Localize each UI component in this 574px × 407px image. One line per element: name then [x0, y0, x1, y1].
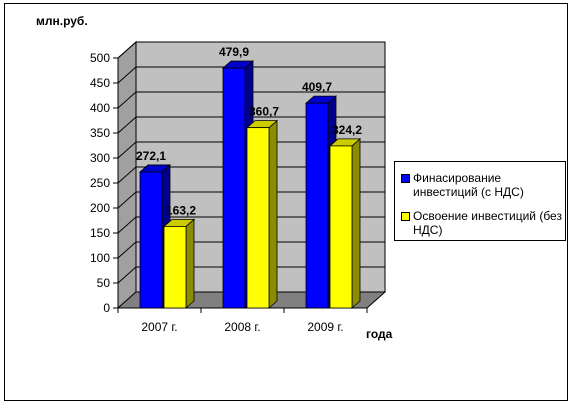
bar-front: [246, 127, 270, 309]
gridline: [117, 41, 385, 59]
y-tick-label: 300: [90, 151, 110, 165]
data-label: 272,1: [136, 149, 166, 163]
y-tick-label: 100: [90, 251, 110, 265]
legend: Финасирование инвестиций (с НДС) Освоени…: [394, 161, 566, 241]
gridline: [117, 91, 385, 109]
legend-label-financing: Финасирование инвестиций (с НДС): [413, 171, 524, 199]
data-label: 163,2: [166, 203, 196, 217]
bar-development: [245, 119, 279, 309]
gridline: [117, 166, 385, 184]
x-axis-title: года: [366, 327, 393, 341]
bar-front: [222, 67, 246, 309]
y-tick-label: 150: [90, 226, 110, 240]
y-tick-label: 350: [90, 126, 110, 140]
legend-label-development: Освоение инвестиций (без НДС): [413, 209, 562, 237]
x-tick-label: 2009 г.: [307, 320, 343, 334]
y-tick-label: 450: [90, 76, 110, 90]
y-tick-label: 250: [90, 176, 110, 190]
y-axis-title: млн.руб.: [36, 14, 88, 28]
bar-development: [162, 218, 196, 309]
y-tick-label: 200: [90, 201, 110, 215]
legend-swatch-development: [401, 212, 410, 221]
gridline: [117, 141, 385, 159]
data-label: 324,2: [332, 123, 362, 137]
bar-front: [139, 171, 163, 309]
data-label: 479,9: [219, 45, 249, 59]
x-tick-label: 2007 г.: [141, 320, 177, 334]
gridline: [117, 266, 385, 284]
bar-front: [305, 102, 329, 309]
y-tick-label: 0: [103, 301, 110, 315]
gridline: [117, 66, 385, 84]
data-label: 409,7: [302, 80, 332, 94]
x-tick-label: 2008 г.: [224, 320, 260, 334]
y-tick-label: 400: [90, 101, 110, 115]
data-label: 360,7: [249, 105, 279, 119]
legend-swatch-financing: [401, 174, 410, 183]
bar-side: [351, 138, 361, 309]
y-tick-label: 500: [90, 51, 110, 65]
gridline: [117, 191, 385, 209]
bar-front: [163, 225, 187, 309]
bar-front: [329, 145, 353, 309]
bar-development: [328, 138, 362, 309]
y-tick-label: 50: [97, 276, 111, 290]
gridline: [117, 116, 385, 134]
bar-side: [185, 218, 195, 309]
gridline: [117, 216, 385, 234]
gridline: [117, 241, 385, 259]
bar-side: [268, 119, 278, 309]
